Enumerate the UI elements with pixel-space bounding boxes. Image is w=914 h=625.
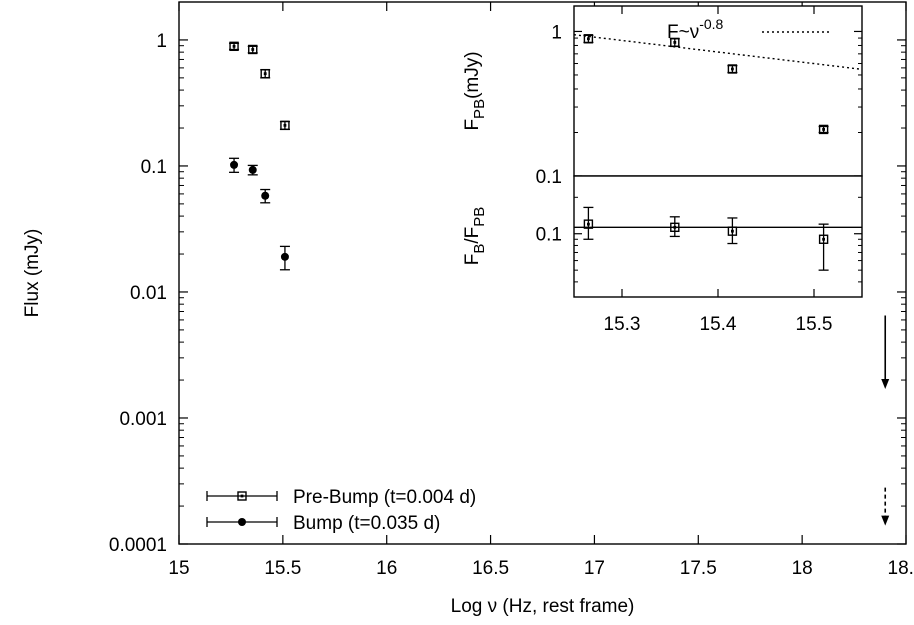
y-tick-label: 0.0001 [109, 535, 167, 556]
upper-limit-arrowhead [881, 378, 890, 389]
pre-bump-point [229, 41, 239, 52]
inset-x-tick-label: 15.4 [700, 314, 737, 335]
y-tick-label: 0.01 [130, 283, 167, 304]
y-tick-label: 0.1 [141, 157, 167, 178]
inset-bottom-y-label-part: B [471, 244, 488, 254]
pre-bump-point [248, 44, 258, 55]
inset-top-y-label-unit: (mJy) [462, 51, 483, 98]
inset-bottom-point [583, 219, 594, 229]
pre-bump-point-dot [232, 44, 236, 48]
x-tick-label: 17.5 [680, 558, 717, 579]
x-tick-label: 16 [376, 558, 397, 579]
pre-bump-point [260, 68, 270, 79]
inset-x-tick-label: 15.3 [604, 314, 641, 335]
inset-top-point [818, 124, 829, 135]
model-legend-base: F~ν [667, 22, 699, 43]
inset-top-point-dot [587, 37, 590, 41]
x-axis-label: Log ν (Hz, rest frame) [451, 596, 635, 617]
inset-top-y-tick-label: 1 [551, 22, 562, 43]
inset-bottom-point-dot [731, 229, 734, 233]
main-plot-frame [178, 1, 907, 545]
legend-label: Bump (t=0.035 d) [293, 513, 440, 534]
upper-limit-arrowhead [881, 515, 890, 526]
legend-marker-pre-bump-dot [240, 494, 244, 498]
x-tick-label: 15 [168, 558, 189, 579]
inset-bottom-frame [573, 175, 863, 298]
inset-bottom-point [670, 222, 680, 233]
pre-bump-point [280, 120, 290, 131]
legend-marker-bump [238, 518, 246, 526]
pre-bump-point-dot [263, 72, 267, 76]
inset-bottom-y-tick-label: 0.1 [536, 225, 562, 246]
inset-bottom-y-label: FB/FPB [462, 207, 488, 266]
inset-bottom-point-dot [822, 237, 825, 241]
bump-point [261, 191, 270, 200]
power-law-model-line [573, 33, 863, 71]
inset-bottom-y-label-part: F [462, 254, 483, 266]
bump-point [280, 252, 289, 261]
x-tick-label: 15.5 [264, 558, 301, 579]
inset-top-y-label-part: F [462, 119, 483, 131]
legend-marker-pre-bump [237, 491, 247, 501]
x-tick-label: 17 [584, 558, 605, 579]
x-tick-label: 18.5 [888, 558, 914, 579]
inset-top-point [670, 37, 680, 48]
inset-top-frame [573, 5, 863, 177]
inset-bottom-y-label-part: PB [471, 207, 488, 227]
y-tick-label: 1 [156, 31, 167, 52]
bump-point [230, 160, 239, 169]
y-axis-label: Flux (mJy) [22, 229, 43, 318]
inset-bottom-y-label-part: /F [462, 227, 483, 244]
inset-top-point [727, 64, 738, 74]
pre-bump-point-dot [251, 48, 255, 51]
pre-bump-point-dot [283, 123, 287, 127]
inset-top-point-dot [673, 40, 677, 44]
bump-point [248, 165, 257, 174]
y-tick-label: 0.001 [119, 409, 167, 430]
inset-top-point-dot [822, 128, 825, 131]
inset-top-y-label: FPB(mJy) [462, 51, 488, 130]
inset-top-point-dot [731, 67, 734, 71]
inset-x-tick-label: 15.5 [796, 314, 833, 335]
inset-bottom-point-dot [587, 222, 590, 226]
inset-bottom-point [818, 234, 829, 244]
inset-bottom-point [727, 226, 738, 236]
x-tick-label: 18 [792, 558, 813, 579]
x-tick-label: 16.5 [472, 558, 509, 579]
inset-bottom-point-dot [673, 225, 677, 229]
model-legend-exponent: -0.8 [699, 16, 723, 32]
legend-label: Pre-Bump (t=0.004 d) [293, 487, 476, 508]
inset-top-point [583, 34, 594, 44]
inset-top-y-label-subscript: PB [471, 99, 488, 119]
inset-top-y-tick-label: 0.1 [536, 167, 562, 188]
